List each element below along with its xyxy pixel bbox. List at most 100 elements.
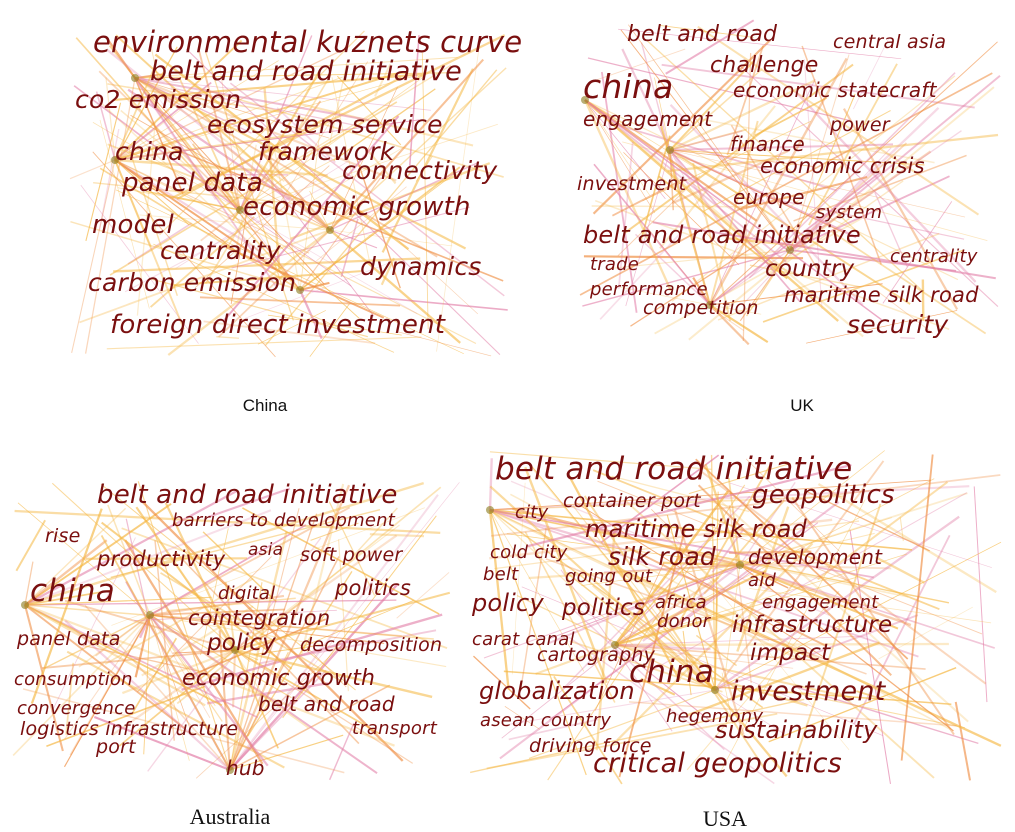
keyword: infrastructure	[732, 612, 893, 638]
network-edge	[203, 320, 376, 345]
network-edge	[151, 48, 159, 80]
network-edge	[436, 41, 481, 352]
panel-australia: belt and road initiative barriers to dev…	[0, 440, 470, 832]
network-edge	[789, 93, 856, 251]
network-edge	[136, 122, 156, 316]
network-edge	[619, 564, 741, 608]
network-edge	[316, 186, 407, 262]
network-edge	[277, 61, 369, 207]
network-edge	[659, 105, 776, 249]
network-edge	[739, 562, 831, 566]
network-edge	[630, 238, 766, 327]
network-edge	[141, 605, 254, 677]
network-edge	[154, 53, 410, 251]
keyword: centrality	[890, 246, 978, 267]
keyword: soft power	[300, 544, 403, 566]
keyword: hub	[226, 756, 265, 780]
network-edge	[70, 220, 301, 291]
network-edge	[803, 59, 823, 309]
network-edge	[669, 128, 748, 151]
network-edge	[336, 75, 402, 146]
network-edge	[98, 128, 120, 232]
network-edge	[149, 614, 385, 644]
network-edge	[726, 45, 765, 156]
keyword: logistics infrastructure	[20, 718, 239, 740]
network-edge	[614, 553, 907, 646]
network-edge	[329, 86, 398, 231]
network-edge	[739, 450, 885, 566]
panel-uk: belt and road central asia challenge chi…	[560, 0, 1015, 415]
network-edge	[686, 641, 880, 717]
keyword: sustainability	[715, 716, 878, 744]
keyword: system	[816, 202, 883, 223]
network-edge	[239, 100, 322, 211]
network-edge	[791, 497, 955, 736]
network-edge	[489, 509, 909, 598]
network-edge	[244, 262, 390, 319]
network-edge	[299, 126, 322, 291]
network-edge	[149, 86, 301, 291]
keyword: connectivity	[342, 156, 498, 185]
network-edge	[348, 507, 398, 561]
network-edge	[669, 149, 911, 305]
network-edge	[709, 78, 816, 306]
network-edge	[167, 229, 331, 356]
network-edge	[789, 175, 950, 251]
keyword: panel data	[122, 168, 263, 198]
keyword: development	[748, 545, 883, 569]
network-edge	[625, 63, 854, 234]
network-edge	[697, 484, 892, 676]
network-edge	[105, 36, 136, 79]
network-edge	[64, 614, 151, 740]
network-edge	[231, 206, 470, 269]
network-edge	[584, 99, 883, 321]
network-edge	[714, 587, 719, 691]
network-edge	[137, 481, 231, 771]
network-edge	[547, 484, 746, 781]
keyword: geopolitics	[752, 480, 895, 510]
network-edge	[740, 65, 999, 307]
network-edge	[614, 611, 737, 647]
network-edge	[808, 63, 898, 226]
network-edge	[489, 508, 627, 552]
network-edge	[488, 458, 493, 511]
keyword: china	[115, 137, 184, 166]
network-edge	[714, 460, 885, 691]
network-edge	[709, 130, 962, 306]
network-edge	[251, 508, 300, 697]
network-edge	[511, 482, 526, 675]
network-edge	[120, 109, 241, 211]
network-edge	[149, 614, 402, 637]
network-edge	[789, 150, 932, 251]
network-edge	[234, 649, 414, 764]
network-edge	[12, 614, 151, 756]
keyword: politics	[335, 576, 412, 600]
network-edge	[115, 34, 331, 231]
network-node	[611, 641, 619, 649]
network-edge	[396, 572, 450, 619]
network-edge	[709, 120, 759, 306]
network-edge	[489, 509, 913, 551]
network-edge	[614, 532, 717, 646]
keyword: driving force	[529, 735, 652, 757]
keyword: challenge	[710, 53, 819, 78]
network-edge	[107, 83, 284, 114]
keyword: asean country	[480, 710, 612, 731]
keyword: globalization	[479, 677, 635, 705]
network-edge	[611, 475, 750, 513]
network-edge	[149, 614, 269, 767]
network-edge	[114, 159, 310, 254]
keyword: container port	[563, 490, 701, 512]
network-node	[736, 561, 744, 569]
network-edge	[584, 99, 959, 281]
network-edge	[24, 604, 185, 729]
keyword: dynamics	[360, 252, 482, 281]
network-edge	[739, 532, 875, 566]
network-edge	[114, 159, 185, 330]
network-edge	[621, 48, 671, 151]
keyword: model	[92, 210, 174, 240]
network-edge	[710, 454, 716, 691]
network-edge	[612, 564, 1002, 747]
network-edge	[253, 645, 315, 656]
keyword: engagement	[583, 107, 713, 131]
